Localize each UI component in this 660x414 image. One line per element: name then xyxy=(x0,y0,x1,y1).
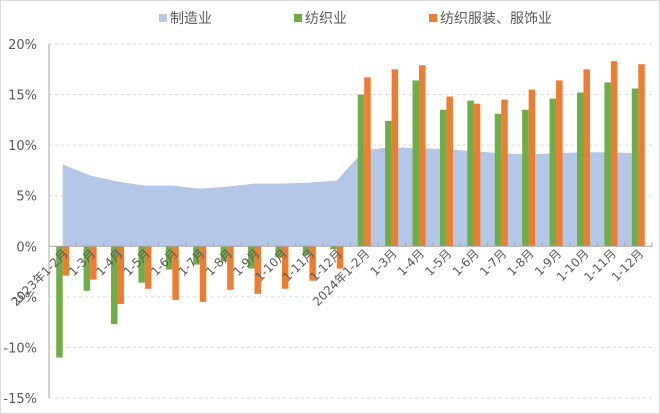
bar-apparel xyxy=(227,246,234,290)
bar-textile xyxy=(412,80,420,247)
x-category-label: 1-7月 xyxy=(477,247,509,279)
bar-textile xyxy=(138,246,145,283)
bar-apparel xyxy=(254,246,262,294)
legend-item-textile: 纺织业 xyxy=(294,8,347,28)
bar-apparel xyxy=(144,246,152,289)
bar-apparel xyxy=(90,246,97,280)
bar-apparel xyxy=(446,96,453,247)
bar-apparel xyxy=(172,246,179,300)
bar-textile xyxy=(111,246,118,325)
bar-apparel xyxy=(281,246,289,289)
x-category-label: 1-8月 xyxy=(505,247,537,279)
bar-textile xyxy=(631,88,639,247)
bar-textile xyxy=(385,120,392,247)
chart-legend: 制造业 纺织业 纺织服装、服饰业 xyxy=(0,8,660,30)
bar-textile xyxy=(165,246,173,270)
legend-swatch-icon xyxy=(159,14,167,22)
bar-apparel xyxy=(419,65,426,247)
legend-item-apparel: 纺织服装、服饰业 xyxy=(429,8,552,28)
y-tick-label: 5% xyxy=(16,190,37,205)
bar-apparel xyxy=(117,246,125,304)
bar-textile xyxy=(522,109,529,247)
area-manufacturing xyxy=(62,147,639,247)
y-tick-label: -5% xyxy=(12,291,37,306)
y-tick-label: 0% xyxy=(16,240,37,255)
legend-item-manufacturing: 制造业 xyxy=(159,8,212,28)
legend-label: 纺织服装、服饰业 xyxy=(440,11,552,27)
bar-textile xyxy=(549,98,557,247)
bar-textile xyxy=(576,92,584,247)
bar-textile xyxy=(275,246,282,258)
bar-textile xyxy=(302,246,310,256)
x-category-label: 1-3月 xyxy=(367,247,399,279)
x-category-label: 1-4月 xyxy=(395,247,427,279)
legend-swatch-icon xyxy=(429,14,437,22)
bar-textile xyxy=(248,246,255,269)
y-tick-label: 10% xyxy=(8,139,37,154)
bar-apparel xyxy=(62,246,70,276)
bar-textile xyxy=(56,246,63,358)
bar-textile xyxy=(193,246,200,265)
bar-apparel xyxy=(199,246,207,302)
bar-textile xyxy=(494,113,502,247)
bar-textile xyxy=(467,100,474,247)
legend-label: 纺织业 xyxy=(305,11,347,27)
bar-apparel xyxy=(556,80,563,247)
bar-apparel xyxy=(528,89,536,247)
bar-apparel xyxy=(391,69,399,247)
bar-textile xyxy=(604,82,611,247)
legend-label: 制造业 xyxy=(170,11,212,27)
bar-apparel xyxy=(336,246,344,269)
x-category-label: 1-6月 xyxy=(450,247,482,279)
bar-textile xyxy=(330,246,337,250)
bar-textile xyxy=(83,246,91,291)
bar-apparel xyxy=(610,61,618,247)
bar-apparel xyxy=(473,103,481,247)
bar-textile xyxy=(220,246,228,262)
bar-textile xyxy=(357,94,365,247)
bar-apparel xyxy=(638,64,645,247)
bar-apparel xyxy=(309,246,316,281)
x-category-label: 1-5月 xyxy=(422,247,454,279)
bar-apparel xyxy=(583,69,590,247)
y-tick-label: -15% xyxy=(3,392,37,407)
bar-apparel xyxy=(364,77,371,247)
legend-swatch-icon xyxy=(294,14,302,22)
y-tick-label: 15% xyxy=(8,89,37,104)
bar-textile xyxy=(439,109,447,247)
bar-apparel xyxy=(501,99,508,247)
y-tick-label: -10% xyxy=(3,341,37,356)
y-tick-label: 20% xyxy=(8,38,37,53)
